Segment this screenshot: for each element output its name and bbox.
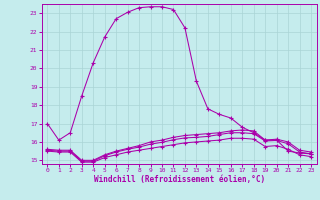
X-axis label: Windchill (Refroidissement éolien,°C): Windchill (Refroidissement éolien,°C) xyxy=(94,175,265,184)
